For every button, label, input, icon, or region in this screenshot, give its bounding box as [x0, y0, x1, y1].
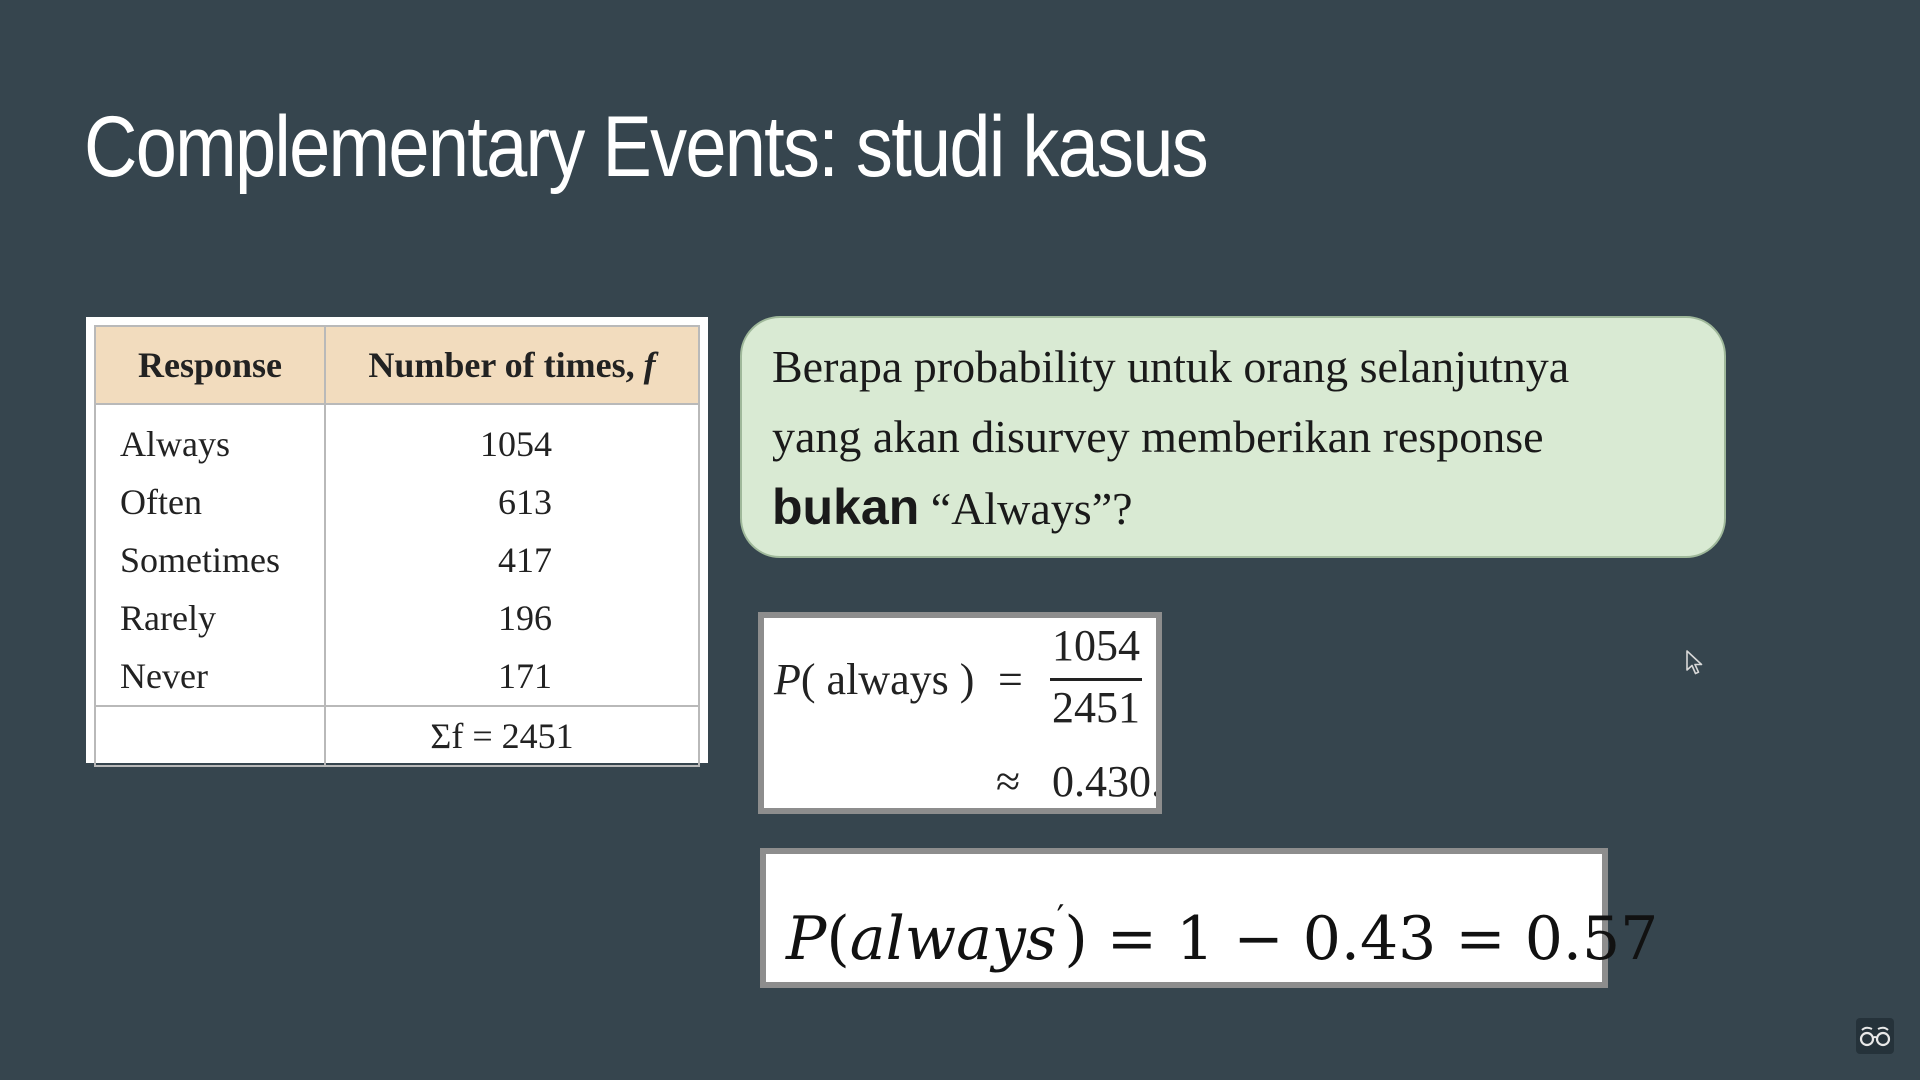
formula-approx-sign: ≈: [996, 757, 1021, 806]
count-cell: 171: [324, 647, 700, 706]
formula-lhs-var: P: [774, 655, 801, 704]
total-cell: Σf = 2451: [324, 705, 700, 766]
formula-approx-value: 0.430.: [1052, 757, 1162, 806]
count-cell: 613: [324, 473, 700, 531]
fraction-bar: [1050, 678, 1142, 681]
table-row: Sometimes 417: [94, 531, 700, 589]
complement-formula-box: P(always′) = 1 − 0.43 = 0.57: [760, 848, 1658, 988]
response-cell: Always: [94, 404, 326, 473]
question-bold-word: bukan: [772, 479, 920, 535]
table-total-row: Σf = 2451: [94, 705, 700, 766]
question-box: Berapa probability untuk orang selanjutn…: [740, 316, 1726, 558]
slide-title: Complementary Events: studi kasus: [84, 99, 1209, 195]
table-row: Rarely 196: [94, 589, 700, 647]
header-count-var: f: [643, 345, 656, 385]
total-empty-cell: [94, 705, 326, 766]
formula-lhs: P( always ): [774, 654, 974, 705]
formula-denominator: 2451: [1052, 683, 1140, 732]
complement-prime: ′: [1056, 898, 1065, 938]
question-line-3: bukan “Always”?: [772, 472, 1692, 544]
frequency-table-card: Response Number of times, f Always 1054 …: [86, 317, 708, 767]
total-sum: Σf = 2451: [430, 716, 574, 756]
header-count-label: Number of times,: [368, 345, 635, 385]
table-header-row: Response Number of times, f: [94, 325, 700, 405]
response-cell: Never: [94, 647, 326, 706]
question-line-3-rest: “Always”?: [919, 483, 1133, 534]
formula-lhs-arg: ( always ): [800, 655, 975, 704]
glasses-icon[interactable]: [1856, 1018, 1894, 1054]
complement-var: P: [786, 904, 827, 974]
complement-arg: always: [849, 904, 1057, 974]
table-row: Always 1054: [94, 404, 700, 473]
header-response: Response: [94, 325, 326, 405]
count-cell: 417: [324, 531, 700, 589]
response-cell: Sometimes: [94, 531, 326, 589]
formula-equals: =: [998, 655, 1023, 704]
question-line-2: yang akan disurvey memberikan response: [772, 411, 1544, 462]
response-cell: Often: [94, 473, 326, 531]
table-row: Never 171: [94, 647, 700, 706]
formula-numerator: 1054: [1052, 621, 1140, 670]
mouse-cursor-icon: [1686, 650, 1703, 675]
table-row: Often 613: [94, 473, 700, 531]
question-line-1: Berapa probability untuk orang selanjutn…: [772, 341, 1570, 392]
count-cell: 1054: [324, 404, 700, 473]
frequency-table: Response Number of times, f Always 1054 …: [94, 325, 700, 767]
count-cell: 196: [324, 589, 700, 647]
header-count: Number of times, f: [324, 325, 700, 405]
probability-formula-box: P( always ) = 1054 2451 ≈ 0.430.: [758, 612, 1162, 814]
response-cell: Rarely: [94, 589, 326, 647]
complement-rest: ) = 1 − 0.43 = 0.57: [1064, 904, 1659, 974]
